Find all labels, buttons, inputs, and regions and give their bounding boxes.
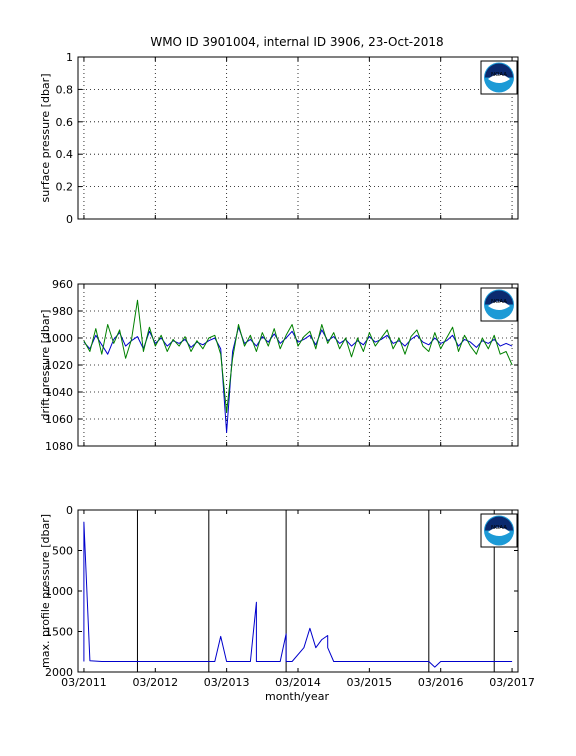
y-axis-label: drift pressure [dbar] (39, 310, 52, 421)
y-tick-label: 1000 (45, 332, 73, 345)
noaa-logo-upper (485, 290, 513, 305)
noaa-logo-gull (488, 74, 510, 83)
figure-title: WMO ID 3901004, internal ID 3906, 23-Oct… (150, 35, 443, 49)
noaa-logo-text: NOAA (491, 525, 507, 531)
x-tick-label: 03/2017 (489, 676, 535, 689)
series-line-blue (83, 326, 513, 433)
x-axis-label: month/year (265, 690, 329, 703)
y-tick-label: 960 (52, 278, 73, 291)
y-tick-label: 0 (66, 213, 73, 226)
surface-pressure-panel: 0 0.2 0.4 0.6 0.8 1 surface pressure [dbar] NOA… (39, 51, 519, 226)
y-tick-label: 1 (66, 51, 73, 64)
noaa-logo-text: NOAA (491, 72, 507, 78)
y-tick-label: 500 (52, 545, 73, 558)
y-tick-label: 2000 (45, 666, 73, 679)
y-tick-label: 1080 (45, 440, 73, 453)
x-tick-label: 03/2013 (204, 676, 250, 689)
axes-frame (77, 509, 519, 673)
noaa-logo-gull (488, 527, 510, 536)
y-tick-label: 1500 (45, 626, 73, 639)
y-tick-label: 1020 (45, 359, 73, 372)
y-tick-label: 0.8 (56, 83, 74, 96)
y-tick-label: 1040 (45, 386, 73, 399)
y-tick-label: 0.6 (56, 116, 74, 129)
series-line-blue (83, 521, 513, 668)
noaa-logo-gull (488, 301, 510, 310)
y-tick-label: 1060 (45, 413, 73, 426)
drift-pressure-panel: 960 980 1000 1020 1040 1060 1080 drift pressure… (39, 278, 519, 453)
x-tick-label: 03/2014 (275, 676, 321, 689)
series-line-green (83, 299, 513, 413)
x-tick-label: 03/2011 (61, 676, 107, 689)
noaa-logo-text: NOAA (491, 299, 507, 305)
x-tick-label: 03/2016 (418, 676, 464, 689)
y-tick-label: 1000 (45, 585, 73, 598)
noaa-logo-upper (485, 516, 513, 531)
y-axis-label: surface pressure [dbar] (39, 74, 52, 203)
x-tick-label: 03/2012 (132, 676, 178, 689)
y-tick-label: 0.4 (56, 148, 74, 161)
y-tick-label: 0.2 (56, 181, 74, 194)
y-axis-label: max. profile pressure [dbar] (39, 514, 52, 668)
x-tick-label: 03/2015 (346, 676, 392, 689)
noaa-logo-upper (485, 63, 513, 78)
y-tick-label: 980 (52, 305, 73, 318)
y-tick-label: 0 (66, 504, 73, 517)
